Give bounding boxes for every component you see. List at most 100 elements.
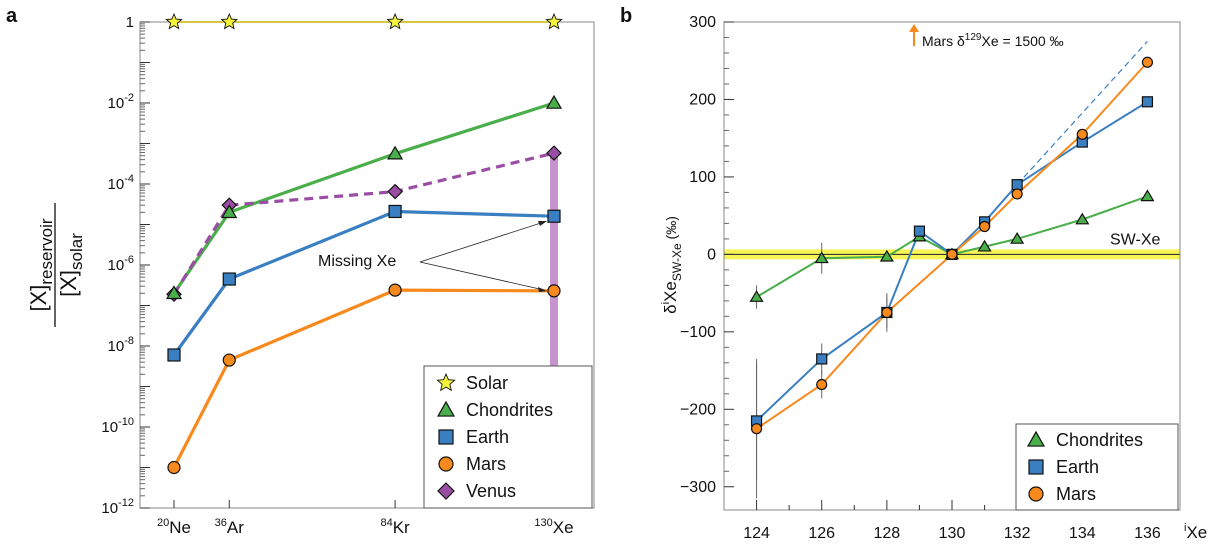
y-axis-title-fraction: [X]reservoir [X]solar <box>26 203 86 327</box>
mars-129xe-label: Mars δ129Xe = 1500 ‰ <box>922 32 1064 49</box>
x-tick-label-kr: 84Kr <box>380 517 410 537</box>
missing-xe-arrow-upper <box>419 221 545 263</box>
x-tick-label-ar: 36Ar <box>215 517 245 537</box>
marker-earth <box>816 353 828 365</box>
earth-projection-line <box>1016 40 1148 186</box>
missing-xe-annotation: Missing Xe <box>318 221 547 292</box>
y-tick-label: 10-12 <box>101 497 134 517</box>
panel-a-chart: a 1 10-2 10-4 10-6 10-8 10-10 10-12 20Ne 36Ar 84… <box>6 5 595 537</box>
marker-chondrites <box>749 290 764 302</box>
marker-earth <box>913 225 926 237</box>
panel-a-x-ticks: 20Ne 36Ar 84Kr 130Xe <box>157 500 574 537</box>
missing-xe-arrowhead-lower <box>538 287 547 292</box>
marker-mars <box>1011 188 1023 200</box>
series-line-mars <box>756 61 1149 430</box>
marker-earth <box>1141 96 1154 108</box>
legend-marker-earth <box>1028 459 1044 475</box>
panel-b-y-axis-title: δiXeSW-Xe (‰) <box>660 216 684 314</box>
marker-chondrites <box>387 145 404 160</box>
legend-label-earth: Earth <box>1056 457 1099 477</box>
panel-b-legend: Chondrites Earth Mars <box>1015 423 1179 511</box>
marker-earth <box>388 204 402 219</box>
earth-dashed-projection <box>1016 40 1148 186</box>
missing-xe-label: Missing Xe <box>318 253 396 270</box>
marker-solar <box>386 12 404 30</box>
venus-xe-band-bar <box>550 153 558 387</box>
marker-mars <box>222 353 236 367</box>
y-axis-title-group: δiXeSW-Xe (‰) <box>660 216 684 314</box>
marker-solar <box>545 12 563 30</box>
panel-b-series-markers <box>749 56 1155 435</box>
marker-solar <box>165 12 183 30</box>
series-line-chondrites <box>172 101 555 295</box>
x-tick-label: 134 <box>1069 525 1096 542</box>
marker-earth <box>167 348 181 362</box>
marker-mars <box>1076 128 1088 140</box>
legend-label-venus: Venus <box>466 481 516 501</box>
marker-earth <box>222 272 236 286</box>
legend-marker-venus <box>437 482 455 500</box>
marker-chondrites <box>879 249 894 262</box>
marker-chondrites <box>1075 212 1090 225</box>
panel-a-y-axis-title: [X]reservoir [X]solar <box>26 203 86 327</box>
y-tick-label: 10-4 <box>108 173 134 193</box>
marker-venus <box>546 145 562 161</box>
legend-marker-solar <box>436 372 456 392</box>
marker-mars <box>167 460 181 475</box>
marker-mars <box>750 423 763 435</box>
series-line-earth <box>172 209 555 356</box>
marker-mars <box>547 284 561 298</box>
legend-label-chondrites: Chondrites <box>466 400 553 420</box>
marker-mars <box>946 248 958 260</box>
y-tick-label: 10-2 <box>108 92 134 112</box>
marker-mars <box>388 283 402 297</box>
x-tick-label-xe: 130Xe <box>534 517 573 537</box>
panel-b-x-ticks: 124 126 128 130 132 134 136 <box>743 500 1161 542</box>
x-tick-label: 132 <box>1004 525 1031 542</box>
y-tick-label: −200 <box>680 401 716 418</box>
venus-xe-range-band <box>550 153 558 387</box>
marker-chondrites <box>1140 189 1155 202</box>
marker-mars <box>881 306 893 319</box>
legend-label-solar: Solar <box>466 373 508 393</box>
legend-marker-chondrites <box>1026 430 1046 447</box>
x-axis-title-text: iXe <box>1184 522 1207 542</box>
panel-b-chart: b SW-Xe 300 200 100 0 −100 −200 −300 124 126 128… <box>620 5 1207 542</box>
panel-a-y-ticks: 1 10-2 10-4 10-6 10-8 10-10 10-12 <box>101 14 150 517</box>
sw-xe-label: SW-Xe <box>1110 231 1160 248</box>
y-tick-label: −300 <box>680 479 716 496</box>
marker-chondrites <box>545 94 563 109</box>
legend-marker-earth <box>438 429 454 445</box>
series-line-chondrites <box>756 195 1148 298</box>
legend-label-mars: Mars <box>466 454 506 474</box>
marker-mars <box>816 378 828 391</box>
missing-xe-arrow-lower <box>419 261 545 291</box>
marker-chondrites <box>1010 231 1025 244</box>
marker-earth <box>1011 179 1023 191</box>
y-tick-label: 100 <box>689 169 716 186</box>
y-tick-label: 200 <box>689 91 716 108</box>
panel-b-y-ticks: 300 200 100 0 −100 −200 −300 <box>680 14 734 496</box>
x-tick-label-ne: 20Ne <box>157 517 191 537</box>
marker-chondrites <box>977 239 992 252</box>
panel-b-x-axis-title: iXe <box>1184 522 1207 542</box>
marker-venus <box>387 183 403 200</box>
mars-arrow-head <box>909 24 919 32</box>
y-tick-label: −100 <box>680 324 716 341</box>
marker-earth <box>547 209 561 223</box>
panel-a-label: a <box>6 5 18 27</box>
x-tick-label: 126 <box>808 525 835 542</box>
marker-chondrites <box>814 251 829 264</box>
marker-chondrites <box>165 285 183 300</box>
panel-b-label: b <box>620 5 632 27</box>
legend-marker-mars <box>438 456 454 472</box>
legend-marker-chondrites <box>436 400 456 417</box>
panel-a-series-lines <box>172 21 555 469</box>
y-tick-label: 300 <box>689 14 716 31</box>
x-tick-label: 130 <box>939 525 966 542</box>
y-tick-label: 10-10 <box>101 416 134 436</box>
legend-label-chondrites: Chondrites <box>1056 430 1143 450</box>
marker-mars <box>1141 56 1154 68</box>
y-axis-title-denominator: [X]solar <box>56 233 86 297</box>
